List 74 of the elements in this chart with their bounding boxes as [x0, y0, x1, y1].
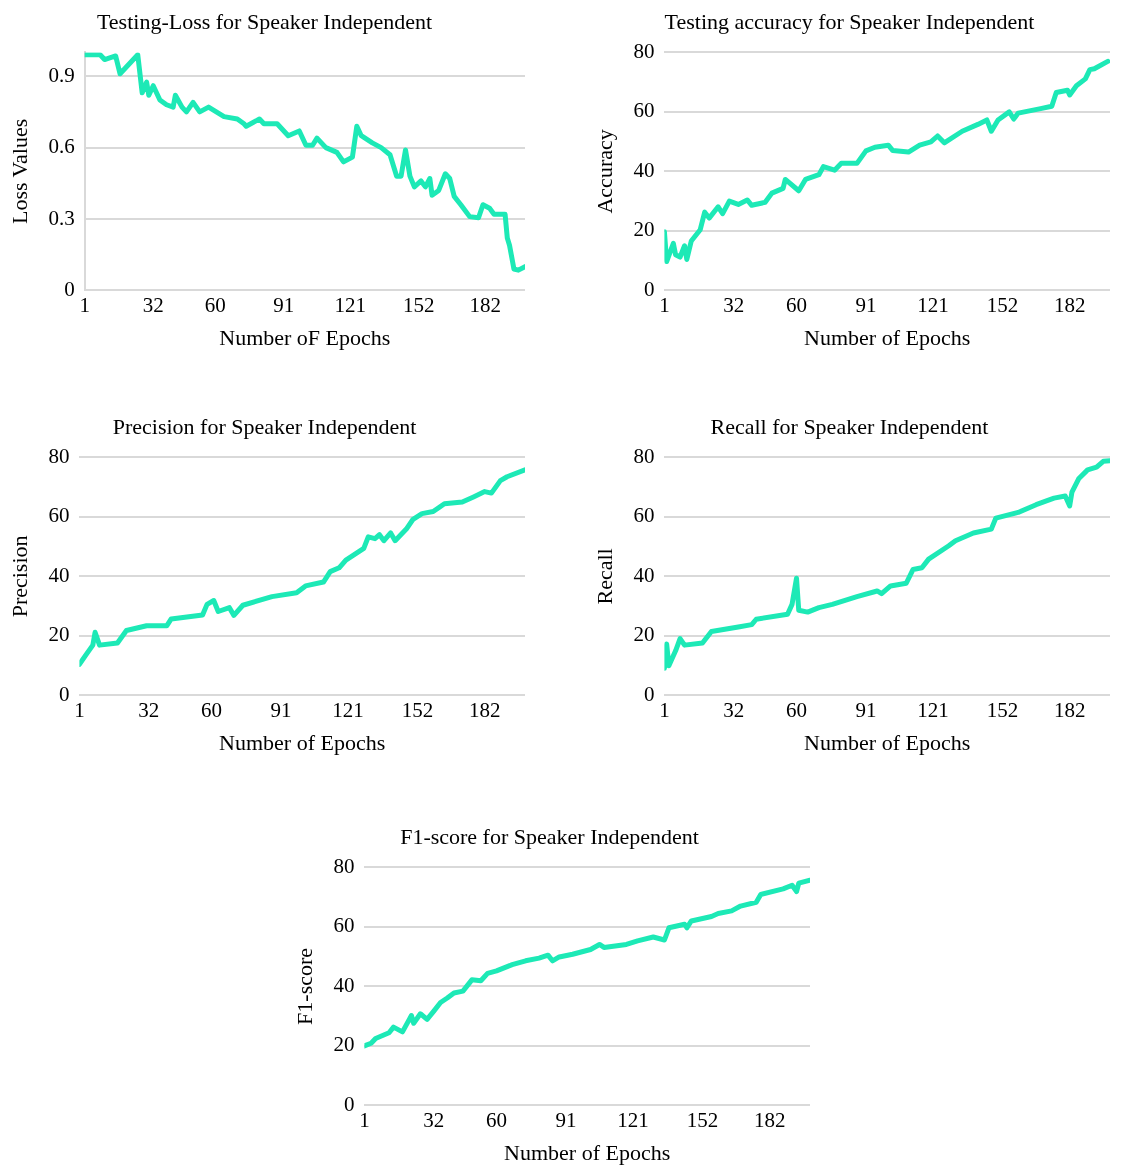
- x-tick-label: 1: [659, 697, 670, 722]
- x-tick-label: 32: [723, 697, 745, 722]
- y-tick-label: 80: [633, 38, 655, 63]
- x-tick-label: 1: [359, 1107, 370, 1132]
- y-axis-title: Loss Values: [6, 118, 32, 225]
- y-axis-title: F1-score: [291, 947, 317, 1025]
- x-tick-label: 91: [855, 292, 877, 317]
- chart-title: F1-score for Speaker Independent: [400, 823, 699, 849]
- y-tick-label: 0: [643, 681, 655, 706]
- x-axis-title: Number oF Epochs: [219, 324, 391, 350]
- x-tick-label: 60: [786, 292, 808, 317]
- x-tick-label: 32: [138, 697, 160, 722]
- x-tick-label: 91: [555, 1107, 577, 1132]
- x-tick-label: 60: [786, 697, 808, 722]
- x-tick-label: 91: [273, 292, 295, 317]
- x-tick-label: 182: [1053, 697, 1086, 722]
- y-tick-label: 40: [48, 562, 70, 587]
- x-axis-title: Number of Epochs: [804, 729, 971, 755]
- y-tick-label: 0.6: [48, 134, 75, 159]
- y-tick-label: 0: [58, 681, 70, 706]
- y-tick-label: 0.9: [48, 62, 75, 87]
- x-tick-label: 152: [986, 697, 1019, 722]
- x-axis-title: Number of Epochs: [804, 324, 971, 350]
- x-axis-title: Number of Epochs: [219, 729, 386, 755]
- x-tick-label: 182: [468, 697, 501, 722]
- y-tick-label: 60: [48, 503, 70, 528]
- y-tick-label: 40: [633, 157, 655, 182]
- x-tick-label: 152: [986, 292, 1019, 317]
- chart-title: Recall for Speaker Independent: [710, 413, 989, 439]
- x-tick-label: 1: [79, 292, 90, 317]
- y-axis-title: Accuracy: [591, 129, 617, 214]
- x-tick-label: 121: [617, 1107, 649, 1132]
- x-tick-label: 1: [74, 697, 85, 722]
- x-tick-label: 121: [917, 697, 949, 722]
- chart-title: Precision for Speaker Independent: [112, 413, 417, 439]
- chart-title: Testing-Loss for Speaker Independent: [96, 8, 433, 34]
- x-tick-label: 152: [401, 697, 434, 722]
- y-tick-label: 40: [333, 972, 355, 997]
- y-tick-label: 0: [64, 276, 75, 301]
- y-tick-label: 20: [333, 1032, 355, 1057]
- x-tick-label: 32: [423, 1107, 445, 1132]
- y-tick-label: 60: [633, 503, 655, 528]
- y-tick-label: 20: [633, 622, 655, 647]
- y-axis-title: Recall: [591, 548, 617, 605]
- x-tick-label: 91: [270, 697, 292, 722]
- x-tick-label: 152: [686, 1107, 719, 1132]
- x-tick-label: 32: [142, 292, 164, 317]
- y-tick-label: 0: [343, 1091, 355, 1116]
- x-tick-label: 182: [753, 1107, 786, 1132]
- x-tick-label: 60: [486, 1107, 508, 1132]
- y-tick-label: 80: [333, 853, 355, 878]
- y-tick-label: 60: [333, 913, 355, 938]
- x-tick-label: 32: [723, 292, 745, 317]
- x-axis-title: Number of Epochs: [504, 1139, 671, 1165]
- y-tick-label: 20: [633, 217, 655, 242]
- x-tick-label: 1: [659, 292, 670, 317]
- y-tick-label: 0: [643, 276, 655, 301]
- y-tick-label: 0.3: [48, 205, 75, 230]
- x-tick-label: 121: [332, 697, 364, 722]
- x-tick-label: 121: [334, 292, 366, 317]
- chart-title: Testing accuracy for Speaker Independent: [664, 8, 1035, 34]
- x-tick-label: 60: [204, 292, 226, 317]
- x-tick-label: 60: [201, 697, 223, 722]
- y-tick-label: 80: [633, 443, 655, 468]
- x-tick-label: 91: [855, 697, 877, 722]
- x-tick-label: 182: [1053, 292, 1086, 317]
- x-tick-label: 152: [403, 292, 435, 317]
- y-axis-title: Precision: [6, 535, 32, 618]
- x-tick-label: 182: [469, 292, 501, 317]
- y-tick-label: 60: [633, 98, 655, 123]
- y-tick-label: 40: [633, 562, 655, 587]
- y-tick-label: 20: [48, 622, 70, 647]
- y-tick-label: 80: [48, 443, 70, 468]
- x-tick-label: 121: [917, 292, 949, 317]
